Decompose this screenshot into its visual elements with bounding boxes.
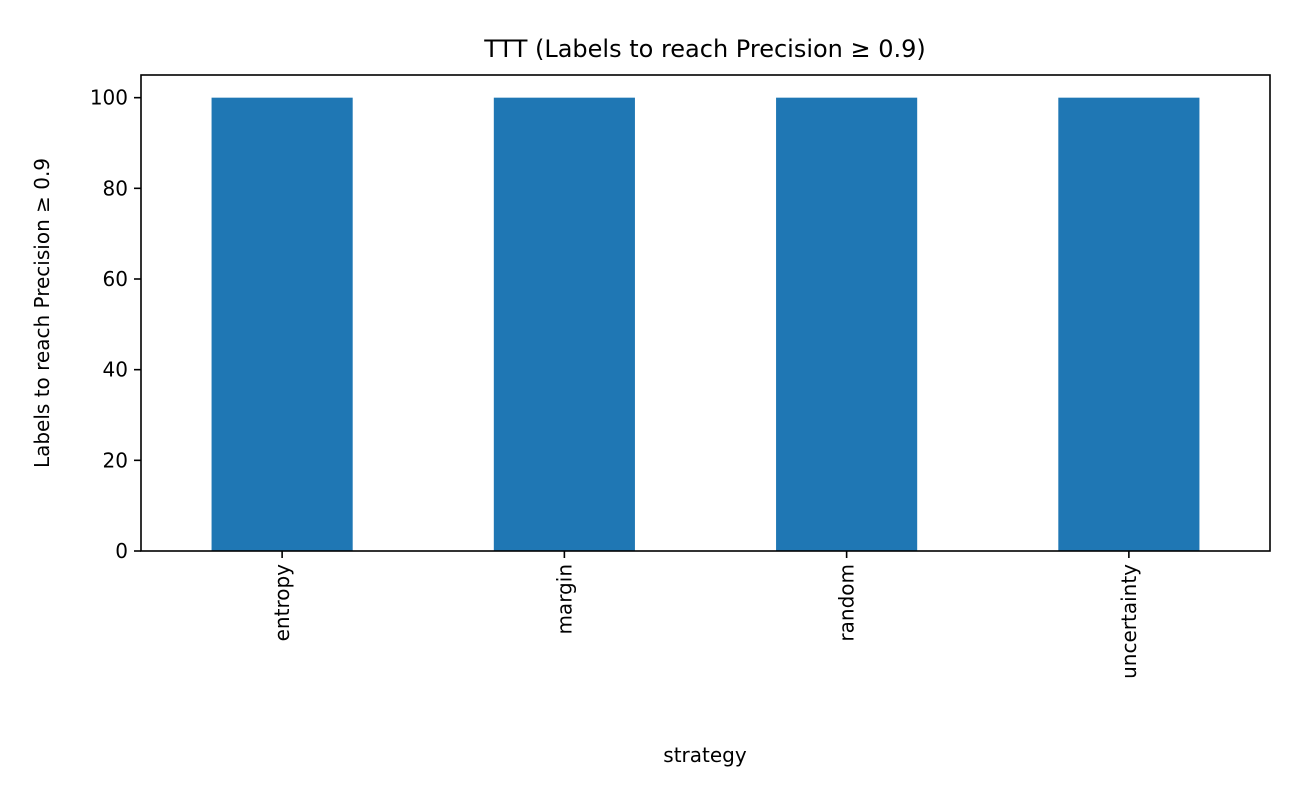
x-tick-label-uncertainty: uncertainty: [1117, 564, 1141, 679]
y-tick-label: 40: [103, 358, 128, 382]
plot-frame: [140, 74, 1271, 552]
y-axis-ticks: 0 20 40 60 80 100: [90, 86, 141, 563]
y-axis-title: Labels to reach Precision ≥ 0.9: [30, 158, 54, 468]
x-tick-label-margin: margin: [552, 564, 576, 635]
bar-random: [776, 97, 918, 552]
y-tick-label: 60: [103, 267, 128, 291]
chart-title: TTT (Labels to reach Precision ≥ 0.9): [483, 35, 926, 63]
y-tick-label: 20: [103, 448, 128, 472]
x-axis-ticks: entropy margin random uncertainty: [270, 551, 1141, 679]
bar-margin: [493, 97, 635, 552]
y-tick-label: 100: [90, 86, 128, 110]
bar-entropy: [211, 97, 353, 552]
bars-group: [211, 97, 1200, 552]
y-tick-label: 80: [103, 176, 128, 200]
x-axis-title: strategy: [663, 743, 747, 767]
x-tick-label-random: random: [835, 564, 859, 642]
x-tick-label-entropy: entropy: [270, 564, 294, 642]
bar-uncertainty: [1058, 97, 1200, 552]
y-tick-label: 0: [115, 539, 128, 563]
